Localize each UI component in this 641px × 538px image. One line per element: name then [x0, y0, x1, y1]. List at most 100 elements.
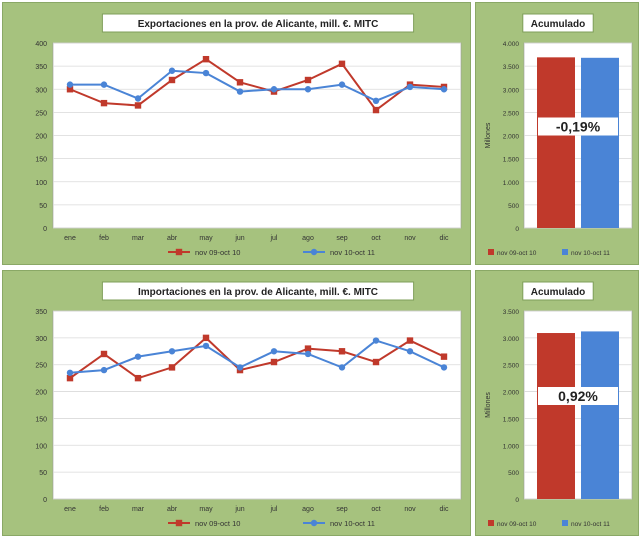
chart-title-box: [522, 13, 594, 33]
data-point: [134, 95, 142, 102]
data-point: [440, 364, 448, 371]
y-tick-label: 100: [35, 443, 47, 450]
change-annotation: 0,92%: [558, 388, 598, 404]
x-tick-label: abr: [167, 506, 178, 513]
legend-label: nov 10-oct 11: [571, 250, 610, 257]
x-tick-label: ene: [64, 506, 76, 513]
data-point: [134, 374, 142, 382]
y-tick-label: 100: [35, 180, 47, 187]
data-point: [304, 76, 312, 84]
export-line-panel: Exportaciones en la prov. de Alicante, m…: [2, 2, 471, 265]
x-tick-label: feb: [99, 506, 109, 513]
legend-swatch: [488, 249, 494, 255]
y-tick-label: 500: [508, 203, 519, 210]
y-tick-label: 250: [35, 110, 47, 117]
y-tick-label: 2.000: [503, 134, 520, 141]
legend-marker: [310, 248, 318, 256]
data-point: [406, 83, 414, 91]
x-tick-label: oct: [371, 235, 380, 242]
data-point: [372, 358, 380, 366]
y-tick-label: 0: [43, 497, 47, 504]
x-tick-label: jul: [269, 235, 277, 242]
annotation-box: [538, 117, 618, 136]
bar: [537, 333, 575, 499]
data-point: [66, 369, 74, 376]
import-total-panel: Acumulado 0 500 1.000 1.500 2.000 2.500 3.000 3.…: [475, 270, 639, 536]
series-line-1: [69, 336, 445, 380]
x-tick-label: mar: [132, 235, 145, 242]
chart-title: Acumulado: [531, 287, 585, 298]
data-point: [66, 86, 74, 93]
data-point: [134, 102, 142, 109]
data-point: [304, 86, 312, 93]
y-tick-label: 2.500: [503, 110, 520, 117]
import-line-panel: Importaciones en la prov. de Alicante, m…: [2, 270, 471, 536]
y-axis-label: Millones: [485, 122, 492, 148]
legend-label: nov 10-oct 11: [571, 521, 610, 528]
line-chart-1: Exportaciones en la prov. de Alicante, m…: [35, 13, 462, 257]
line-chart-2: Importaciones en la prov. de Alicante, m…: [35, 281, 462, 528]
y-tick-label: 500: [508, 470, 519, 477]
y-tick-label: 0: [515, 497, 519, 504]
data-point: [168, 67, 176, 74]
change-annotation: -0,19%: [556, 119, 601, 135]
plot-area: [52, 310, 462, 500]
data-point: [168, 348, 176, 355]
data-point: [338, 348, 346, 355]
y-tick-label: 300: [35, 336, 47, 343]
data-point: [236, 364, 244, 371]
data-point: [304, 345, 312, 352]
y-tick-label: 1.500: [503, 157, 520, 164]
x-tick-label: dic: [440, 506, 449, 513]
data-point: [440, 86, 448, 93]
legend-label: nov 10-oct 11: [330, 519, 375, 528]
y-tick-label: 4.000: [503, 41, 520, 48]
bar: [537, 57, 575, 229]
x-tick-label: sep: [336, 506, 347, 513]
bar-chart-2: Acumulado 0 500 1.000 1.500 2.000 2.500 3.000 3.…: [485, 281, 633, 528]
x-tick-label: ago: [302, 235, 314, 242]
legend-label: nov 09-oct 10: [497, 521, 537, 528]
bar: [581, 57, 619, 228]
legend-marker: [175, 248, 183, 256]
x-tick-label: oct: [371, 506, 380, 513]
chart-title: Importaciones en la prov. de Alicante, m…: [138, 287, 378, 298]
data-point: [202, 342, 210, 350]
data-point: [270, 86, 278, 93]
data-point: [270, 348, 278, 355]
data-point: [66, 374, 74, 382]
chart-title: Exportaciones en la prov. de Alicante, m…: [138, 19, 379, 30]
data-point: [372, 97, 380, 105]
y-tick-label: 0: [43, 226, 47, 233]
y-tick-label: 200: [35, 134, 47, 141]
data-point: [372, 337, 380, 344]
data-point: [338, 364, 346, 371]
data-point: [100, 81, 108, 88]
x-tick-label: nov: [404, 235, 416, 242]
y-tick-label: 350: [35, 64, 47, 71]
x-tick-label: dic: [440, 235, 449, 242]
data-point: [100, 99, 108, 107]
x-tick-label: mar: [132, 506, 145, 513]
data-point: [236, 79, 244, 86]
data-point: [338, 81, 346, 88]
y-tick-label: 250: [35, 363, 47, 370]
data-point: [372, 106, 380, 114]
x-tick-label: ago: [302, 506, 314, 513]
legend-marker: [175, 519, 183, 527]
x-tick-label: sep: [336, 235, 347, 242]
legend-label: nov 09-oct 10: [195, 248, 240, 257]
y-tick-label: 150: [35, 416, 47, 423]
data-point: [304, 350, 312, 358]
series-line-2: [69, 339, 445, 374]
data-point: [406, 348, 414, 355]
data-point: [202, 69, 210, 77]
y-tick-label: 2.000: [503, 390, 520, 397]
chart-title-box: [522, 281, 594, 301]
x-tick-label: may: [199, 235, 213, 242]
data-point: [236, 88, 244, 95]
y-tick-label: 50: [39, 203, 47, 210]
legend-marker: [310, 519, 318, 527]
y-tick-label: 300: [35, 87, 47, 94]
